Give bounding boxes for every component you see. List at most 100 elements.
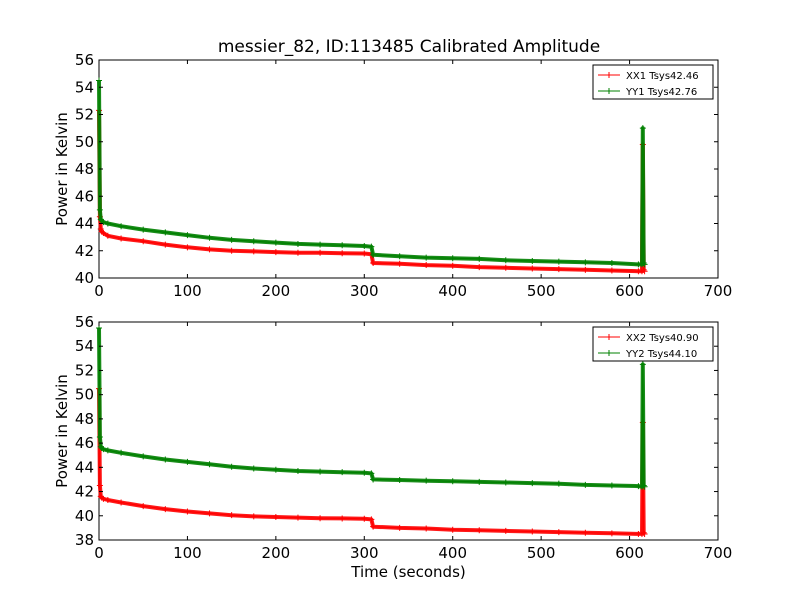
x-tick-label: 200: [262, 544, 291, 562]
y-tick-label: 50: [75, 133, 94, 151]
series-point: [370, 476, 377, 483]
series-point: [162, 241, 169, 248]
series-point: [502, 257, 509, 264]
series-point: [423, 477, 430, 484]
series-point: [100, 230, 107, 237]
series-point: [370, 523, 377, 530]
x-tick-label: 500: [527, 282, 556, 300]
series-point: [104, 497, 111, 504]
series-point: [104, 447, 111, 454]
series-point: [250, 248, 257, 255]
y-tick-label: 44: [75, 458, 94, 476]
series-point: [184, 244, 191, 251]
series-point: [272, 239, 279, 246]
series-point: [140, 453, 147, 460]
series-point: [361, 242, 368, 249]
legend-box: [592, 326, 714, 362]
series-line-2: [98, 80, 646, 265]
x-tick-label: 0: [94, 544, 104, 562]
series-point: [449, 262, 456, 269]
series-point: [608, 530, 615, 537]
series-point: [361, 515, 368, 522]
series-point: [162, 456, 169, 463]
series-point: [184, 508, 191, 515]
series-point: [529, 265, 536, 272]
series-point: [640, 260, 647, 267]
series-point: [555, 529, 562, 536]
y-tick-label: 54: [75, 337, 94, 355]
series-point: [449, 255, 456, 262]
x-tick-label: 0: [94, 282, 104, 300]
y-tick-label: 56: [75, 51, 94, 69]
series-point: [96, 434, 103, 441]
y-tick-label: 46: [75, 187, 94, 205]
series-point: [529, 480, 536, 487]
x-tick-label: 200: [262, 282, 291, 300]
x-tick-label: 300: [350, 282, 379, 300]
series-point: [640, 482, 647, 489]
series-point: [529, 257, 536, 264]
series-point: [97, 225, 104, 232]
legend: XX1 Tsys42.46 YY1 Tsys42.76: [592, 64, 714, 100]
legend-label: XX2 Tsys40.90: [626, 333, 699, 344]
series-point: [228, 463, 235, 470]
series-point: [272, 466, 279, 473]
y-tick-label: 54: [75, 78, 94, 96]
series-point: [104, 220, 111, 227]
series-point: [206, 246, 213, 253]
series-point: [449, 526, 456, 533]
series-point: [228, 247, 235, 254]
legend: XX2 Tsys40.90 YY2 Tsys44.10: [592, 326, 714, 362]
series-point: [641, 261, 648, 268]
series-point: [396, 260, 403, 267]
series-point: [184, 232, 191, 239]
y-tick-label: 40: [75, 507, 94, 525]
series-point: [368, 243, 375, 250]
series-point: [502, 264, 509, 271]
series-point: [118, 223, 125, 230]
series-point: [118, 449, 125, 456]
y-tick-label: 48: [75, 410, 94, 428]
x-tick-label: 400: [438, 544, 467, 562]
x-tick-label: 700: [704, 282, 733, 300]
series-point: [100, 446, 107, 453]
series-point: [582, 529, 589, 536]
series-point: [368, 516, 375, 523]
series-point: [162, 229, 169, 236]
series-point: [476, 255, 483, 262]
y-axis-label: Power in Kelvin: [53, 112, 71, 226]
series-point: [396, 477, 403, 484]
x-tick-label: 500: [527, 544, 556, 562]
series-point: [423, 262, 430, 269]
series-point: [639, 125, 646, 132]
series-point: [423, 525, 430, 532]
legend-box: [592, 64, 714, 100]
legend-marker: [606, 88, 612, 94]
y-tick-label: 52: [75, 361, 94, 379]
legend-label: XX1 Tsys42.46: [626, 71, 699, 82]
series-point: [317, 241, 324, 248]
series-point: [529, 528, 536, 535]
series-point: [339, 242, 346, 249]
series-point: [96, 206, 103, 213]
series-point: [317, 515, 324, 522]
series-point: [449, 478, 456, 485]
series-point: [423, 254, 430, 261]
series-point: [641, 483, 648, 490]
x-tick-label: 600: [615, 544, 644, 562]
series-point: [100, 495, 107, 502]
y-tick-label: 40: [75, 269, 94, 287]
y-tick-label: 56: [75, 313, 94, 331]
y-tick-label: 38: [75, 531, 94, 549]
series-point: [396, 524, 403, 531]
y-tick-label: 46: [75, 434, 94, 452]
x-tick-label: 100: [173, 282, 202, 300]
legend-label: YY2 Tsys44.10: [625, 349, 697, 360]
series-point: [582, 266, 589, 273]
x-tick-label: 100: [173, 544, 202, 562]
series-point: [640, 529, 647, 536]
series-point: [206, 234, 213, 241]
series-line-2: [98, 328, 646, 488]
series-point: [582, 481, 589, 488]
series-point: [640, 266, 647, 273]
